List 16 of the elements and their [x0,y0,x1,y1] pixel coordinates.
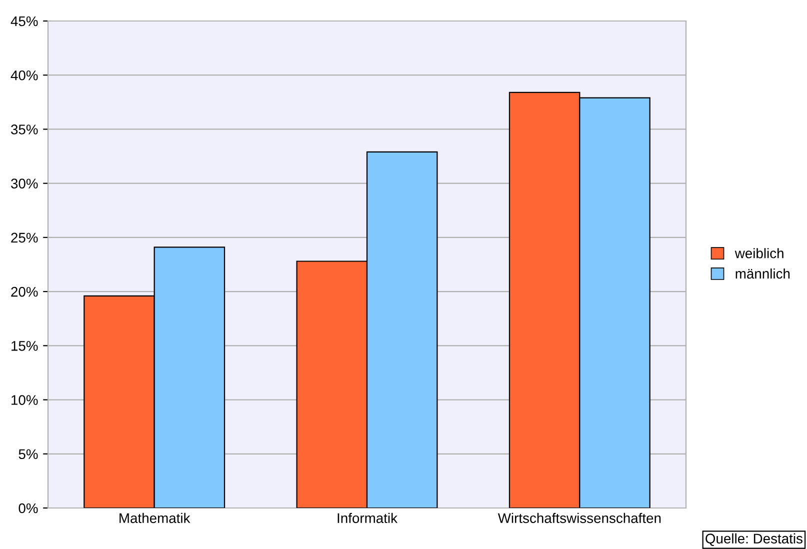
y-tick-label: 0% [18,503,38,514]
y-tick-label: 25% [11,232,38,243]
y-tick-label: 10% [12,395,38,405]
y-tick-label: 30% [11,178,38,189]
y-tick-label: 40% [10,70,38,80]
x-tick-label: Mathematik [120,512,190,524]
y-tick-label: 45% [10,16,38,26]
source-note: Quelle: Destatis [706,533,802,546]
y-tick-label: 15% [12,341,38,351]
x-tick-label: Informatik [338,512,398,524]
y-tick-label: 35% [11,124,38,134]
legend-label: weiblich [734,248,784,258]
x-tick-label: Wirtschaftswissenschaften [498,512,661,524]
y-tick-label: 20% [11,286,38,297]
legend-label: männlich [736,268,790,279]
y-tick-label: 5% [18,449,38,460]
